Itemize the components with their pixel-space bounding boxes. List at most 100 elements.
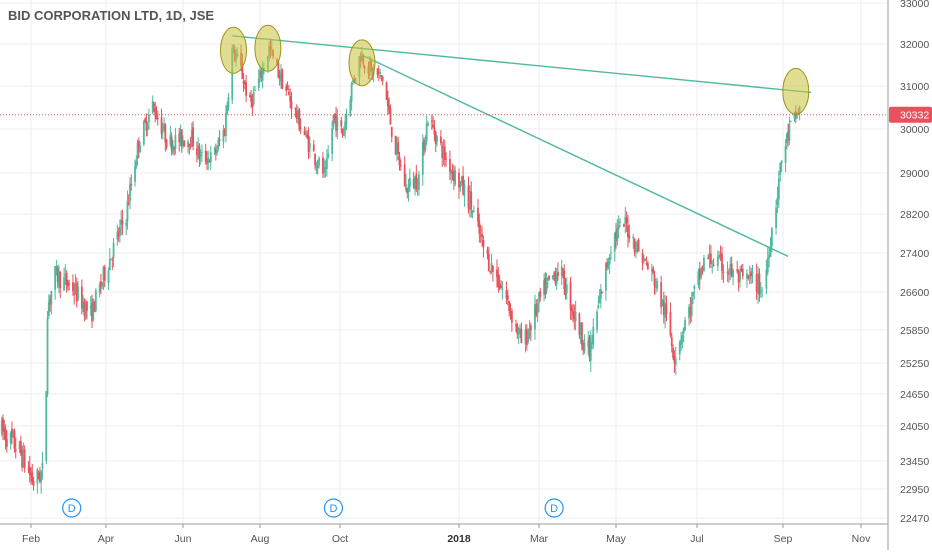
candle [163,117,165,132]
candle [308,136,311,158]
candle [130,174,133,191]
candle-body [136,142,139,159]
candle [451,163,454,181]
candle-body [628,234,631,239]
candle-body [761,290,764,292]
candle [616,219,619,246]
candle-body [486,249,489,254]
candle-body [251,100,254,107]
candle [650,263,653,282]
candle-body [467,185,470,209]
candle [245,74,248,103]
candle-body [314,153,316,166]
candle [314,153,316,171]
candle-body [47,301,50,317]
candle [416,177,419,196]
candle-body [525,329,528,346]
candle [623,223,625,227]
candle-body [641,253,644,264]
candle [223,127,226,137]
dividend-marker[interactable]: D [62,498,82,518]
candle [443,139,446,168]
y-tick-label: 31000 [900,81,929,93]
candle-body [204,150,207,162]
candle [216,145,218,156]
candle-body [565,284,568,294]
candle-body [31,472,34,482]
dividend-marker[interactable]: D [544,498,564,518]
candle [197,137,200,160]
candle [680,331,682,351]
candle-body [340,120,343,127]
candle-body [692,291,694,297]
candle-body [254,90,256,92]
candle-body [534,304,536,330]
candle-body [441,145,444,159]
candle [421,134,424,186]
x-ticks: Feb Apr Jun Aug Oct 2018 Mar May Jul Sep Nov [22,524,871,545]
candle [619,218,621,228]
candle-body [324,167,327,169]
candle-body [508,300,511,312]
candle [294,107,297,118]
candle [487,246,490,272]
candle-body [610,252,612,254]
candle-body [331,127,334,154]
candle [297,106,299,125]
candle [625,211,628,233]
candle [489,270,492,275]
candle-body [242,81,245,84]
candle-body [439,136,442,144]
candle [544,271,547,299]
candle-body [170,136,173,151]
candle-body [479,234,482,236]
dividend-marker[interactable]: D [323,498,344,518]
candle-body [758,273,761,295]
candle-body [89,306,92,309]
candle-body [290,100,293,110]
candle [434,130,437,153]
candle-body [498,283,501,289]
candle-body [179,131,182,141]
candle-body [460,176,463,184]
candle-body [482,239,485,248]
candle [403,156,406,187]
candle-body [405,184,407,190]
candle-body [11,429,13,438]
highlight-circle [782,67,810,115]
candle [610,245,612,260]
candle-body [536,303,539,314]
candle [280,64,282,89]
candle-body [598,297,601,304]
candle [340,116,343,134]
candle [182,135,184,149]
candle-body [606,263,609,268]
candle [65,270,68,293]
candle-body [505,289,508,299]
candle-body [151,101,154,114]
candle [136,139,139,166]
candle [525,324,528,351]
candle [615,222,617,249]
candle-body [117,232,120,237]
candle [254,85,256,92]
candle-body [180,129,183,146]
candle-body [125,222,128,226]
candle [690,292,693,322]
candle [201,144,203,162]
candle [524,324,527,353]
candle-body [207,158,210,162]
candle [693,284,696,300]
candle [708,244,711,269]
candle [739,265,741,288]
candle-body [732,270,734,278]
candle-body [693,286,696,289]
candle [678,340,681,361]
candle-body [127,203,130,205]
candle [442,138,445,166]
candle-body [477,207,479,222]
candle [289,88,292,109]
candle-body [425,123,428,142]
candle [510,308,513,332]
